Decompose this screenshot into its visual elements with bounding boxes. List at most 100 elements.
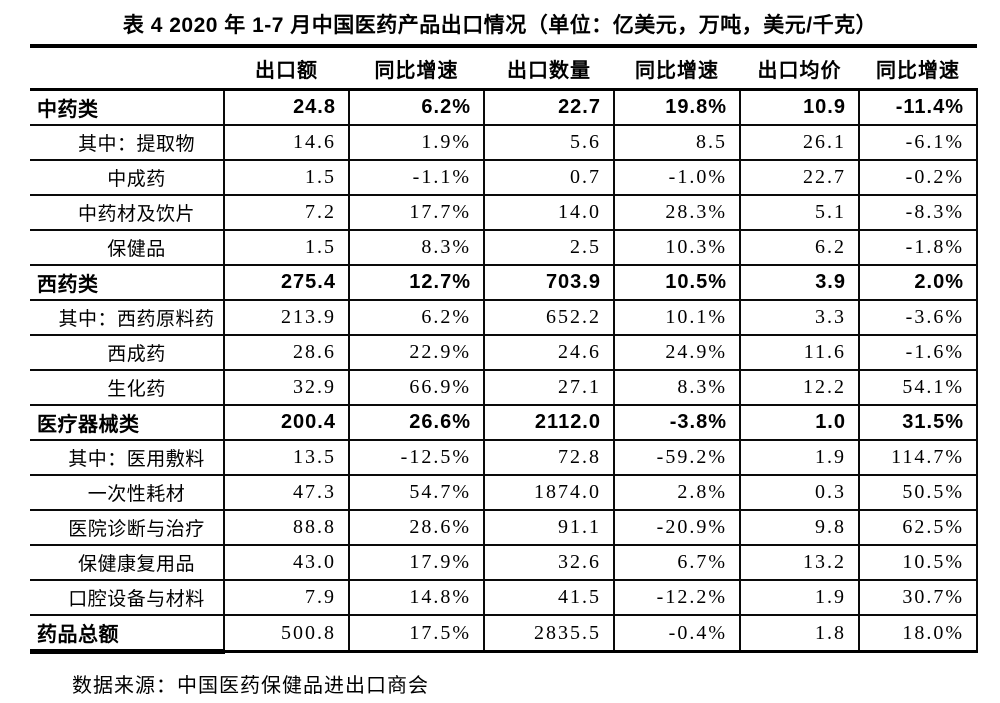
table-row: 医疗器械类 200.4 26.6% 2112.0 -3.8% 1.0 31.5%: [30, 404, 978, 441]
export-table: 出口额 同比增速 出口数量 同比增速 出口均价 同比增速 中药类 24.8 6.2% 22.7 1…: [30, 44, 978, 654]
cell-value: 10.3%: [613, 229, 741, 266]
data-source: 数据来源：中国医药保健品进出口商会: [72, 675, 429, 697]
cell-value: 62.5%: [858, 509, 978, 546]
table-title: 表 4 2020 年 1-7 月中国医药产品出口情况（单位：亿美元，万吨，美元/…: [122, 14, 878, 37]
cell-value: 24.9%: [613, 334, 741, 371]
cell-value: 10.5%: [613, 264, 741, 301]
cell-value: 1.9: [739, 439, 860, 476]
cell-value: -8.3%: [858, 194, 978, 231]
cell-value: 213.9: [223, 299, 350, 336]
cell-value: 41.5: [483, 579, 615, 616]
cell-value: 43.0: [223, 544, 350, 581]
column-header: 同比增速: [349, 44, 484, 91]
table-row: 中药材及饮片 7.2 17.7% 14.0 28.3% 5.1 -8.3%: [30, 194, 978, 231]
cell-value: 17.7%: [348, 194, 485, 231]
cell-value: 1874.0: [483, 474, 615, 511]
cell-value: 19.8%: [613, 88, 741, 126]
cell-value: 22.7: [739, 159, 860, 196]
cell-value: 13.2: [739, 544, 860, 581]
cell-value: 2835.5: [483, 614, 615, 653]
column-header: 同比增速: [859, 44, 977, 91]
row-label: 其中：西药原料药: [30, 299, 225, 336]
cell-value: 1.9%: [348, 124, 485, 161]
table-row: 中成药 1.5 -1.1% 0.7 -1.0% 22.7 -0.2%: [30, 159, 978, 196]
cell-value: 500.8: [223, 614, 350, 653]
cell-value: 27.1: [483, 369, 615, 406]
row-label: 其中：医用敷料: [30, 439, 225, 476]
cell-value: 2.5: [483, 229, 615, 266]
cell-value: 50.5%: [858, 474, 978, 511]
cell-value: -1.1%: [348, 159, 485, 196]
row-label: 生化药: [30, 369, 225, 406]
row-label: 其中：提取物: [30, 124, 225, 161]
cell-value: 24.8: [223, 88, 350, 126]
row-label: 中药材及饮片: [30, 194, 225, 231]
column-header: 出口数量: [484, 44, 614, 91]
cell-value: 88.8: [223, 509, 350, 546]
cell-value: 72.8: [483, 439, 615, 476]
table-row: 其中：医用敷料 13.5 -12.5% 72.8 -59.2% 1.9 114.7%: [30, 439, 978, 476]
cell-value: 31.5%: [858, 404, 978, 441]
cell-value: 14.6: [223, 124, 350, 161]
cell-value: 6.2%: [348, 88, 485, 126]
cell-value: -0.4%: [613, 614, 741, 653]
row-label: 医院诊断与治疗: [30, 509, 225, 546]
row-label: 中成药: [30, 159, 225, 196]
cell-value: -0.2%: [858, 159, 978, 196]
table-row: 保健品 1.5 8.3% 2.5 10.3% 6.2 -1.8%: [30, 229, 978, 266]
row-label: 中药类: [30, 88, 225, 126]
cell-value: 1.9: [739, 579, 860, 616]
row-label: 保健品: [30, 229, 225, 266]
cell-value: -6.1%: [858, 124, 978, 161]
cell-value: 22.9%: [348, 334, 485, 371]
cell-value: -1.8%: [858, 229, 978, 266]
cell-value: 32.6: [483, 544, 615, 581]
column-header: 出口额: [224, 44, 349, 91]
cell-value: 7.9: [223, 579, 350, 616]
cell-value: -12.5%: [348, 439, 485, 476]
table-row: 其中：提取物 14.6 1.9% 5.6 8.5 26.1 -6.1%: [30, 124, 978, 161]
table-row: 医院诊断与治疗 88.8 28.6% 91.1 -20.9% 9.8 62.5%: [30, 509, 978, 546]
cell-value: 26.1: [739, 124, 860, 161]
cell-value: -12.2%: [613, 579, 741, 616]
table-body: 中药类 24.8 6.2% 22.7 19.8% 10.9 -11.4% 其中：提取物 14.6…: [30, 88, 978, 654]
cell-value: 5.6: [483, 124, 615, 161]
cell-value: 13.5: [223, 439, 350, 476]
cell-value: 652.2: [483, 299, 615, 336]
cell-value: 10.5%: [858, 544, 978, 581]
table-row: 生化药 32.9 66.9% 27.1 8.3% 12.2 54.1%: [30, 369, 978, 406]
cell-value: 7.2: [223, 194, 350, 231]
cell-value: 12.7%: [348, 264, 485, 301]
cell-value: 14.0: [483, 194, 615, 231]
cell-value: 12.2: [739, 369, 860, 406]
cell-value: 10.1%: [613, 299, 741, 336]
cell-value: 9.8: [739, 509, 860, 546]
row-label: 口腔设备与材料: [30, 579, 225, 616]
cell-value: 66.9%: [348, 369, 485, 406]
row-label: 一次性耗材: [30, 474, 225, 511]
table-row: 其中：西药原料药 213.9 6.2% 652.2 10.1% 3.3 -3.6%: [30, 299, 978, 336]
cell-value: 47.3: [223, 474, 350, 511]
cell-value: 1.0: [739, 404, 860, 441]
cell-value: 3.9: [739, 264, 860, 301]
cell-value: 1.5: [223, 229, 350, 266]
table-row: 西药类 275.4 12.7% 703.9 10.5% 3.9 2.0%: [30, 264, 978, 301]
cell-value: 1.5: [223, 159, 350, 196]
cell-value: 28.6%: [348, 509, 485, 546]
cell-value: 18.0%: [858, 614, 978, 653]
cell-value: 703.9: [483, 264, 615, 301]
row-label-column-header: [30, 44, 224, 91]
cell-value: 24.6: [483, 334, 615, 371]
table-row: 药品总额 500.8 17.5% 2835.5 -0.4% 1.8 18.0%: [30, 614, 978, 654]
cell-value: 54.1%: [858, 369, 978, 406]
row-label: 保健康复用品: [30, 544, 225, 581]
cell-value: 28.3%: [613, 194, 741, 231]
column-header: 出口均价: [740, 44, 859, 91]
cell-value: -1.6%: [858, 334, 978, 371]
row-label: 药品总额: [30, 614, 225, 654]
table-row: 保健康复用品 43.0 17.9% 32.6 6.7% 13.2 10.5%: [30, 544, 978, 581]
cell-value: 200.4: [223, 404, 350, 441]
cell-value: 30.7%: [858, 579, 978, 616]
cell-value: 22.7: [483, 88, 615, 126]
